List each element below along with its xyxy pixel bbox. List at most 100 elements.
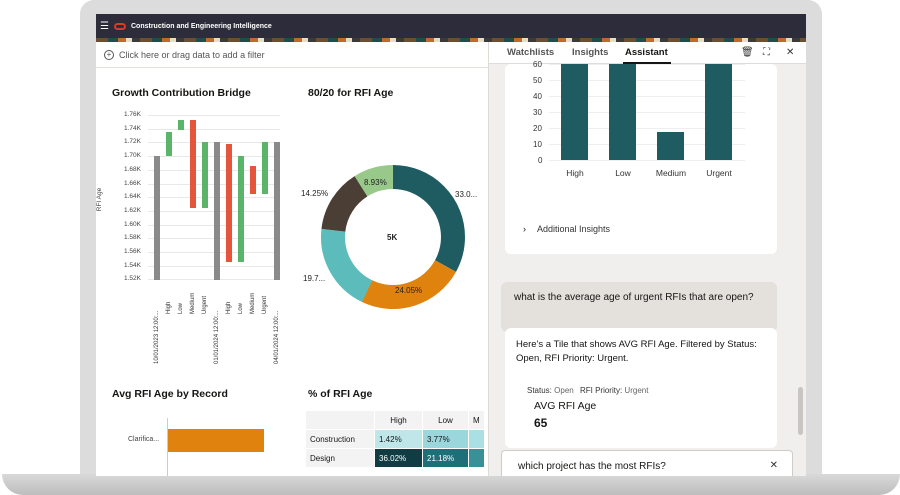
donut-label-5: 8.93% — [364, 178, 387, 187]
tab-assistant[interactable]: Assistant — [625, 47, 668, 58]
table-cell[interactable]: 21.18% — [422, 448, 469, 468]
pct-title: % of RFI Age — [308, 388, 373, 400]
expand-icon[interactable]: ⛶ — [763, 47, 770, 58]
mini-grid-line — [549, 144, 745, 145]
mini-grid-line — [549, 160, 745, 161]
scrollbar[interactable] — [798, 387, 803, 435]
status-filter-value: Open — [554, 386, 574, 395]
growth-y-tick: 1.52K — [124, 275, 141, 283]
mini-x-tick: Urgent — [706, 168, 732, 178]
table-cell[interactable]: 3.77% — [422, 429, 469, 449]
growth-x-tick: Urgent — [202, 295, 208, 314]
assistant-reply-text: Here's a Tile that shows AVG RFI Age. Fi… — [516, 339, 757, 364]
chevron-right-icon[interactable]: › — [523, 224, 526, 234]
additional-insights-link[interactable]: Additional Insights — [537, 224, 611, 234]
growth-x-tick: 10/01/2023 12:00:... — [154, 310, 160, 364]
growth-y-tick: 1.76K — [124, 111, 141, 118]
status-filter-label: Status: — [527, 386, 552, 395]
avg-record-bar[interactable] — [168, 429, 264, 452]
decorative-banner — [96, 38, 806, 42]
table-corner — [305, 410, 375, 430]
table-cell[interactable]: 36.02% — [374, 448, 423, 468]
avg-record-row-label: Clarifica... — [128, 436, 160, 443]
mini-x-tick: Medium — [655, 168, 687, 178]
growth-bar[interactable] — [262, 142, 268, 194]
growth-x-tick: Low — [238, 302, 244, 314]
table-cell[interactable] — [468, 448, 485, 468]
growth-x-tick: High — [166, 301, 172, 314]
growth-x-tick: Medium — [190, 292, 196, 314]
avg-record-axis — [167, 418, 168, 476]
chat-input-text[interactable]: which project has the most RFIs? — [518, 461, 666, 472]
growth-bar[interactable] — [166, 132, 172, 156]
insight-chart-card: 60 50 40 30 20 10 0 High Low Medium Urgent › Addit… — [505, 60, 777, 254]
clear-input-icon[interactable]: ✕ — [769, 460, 778, 471]
user-message: what is the average age of urgent RFIs t… — [501, 282, 777, 332]
growth-bar[interactable] — [226, 144, 232, 262]
growth-y-tick: 1.70K — [124, 152, 141, 160]
tab-watchlists[interactable]: Watchlists — [507, 47, 555, 58]
oracle-logo-icon — [114, 22, 126, 30]
donut-center-label: 5K — [387, 233, 398, 242]
user-message-text: what is the average age of urgent RFIs t… — [514, 292, 754, 303]
growth-bar[interactable] — [178, 120, 184, 130]
donut-slice-5[interactable] — [320, 164, 466, 310]
close-icon[interactable]: ✕ — [786, 47, 795, 58]
table-row-label: Construction — [305, 429, 375, 449]
growth-x-tick: 01/01/2024 12:00:... — [214, 310, 220, 364]
growth-bar[interactable] — [250, 166, 256, 194]
growth-bar[interactable] — [214, 142, 220, 280]
table-header: M — [468, 410, 485, 430]
growth-bar[interactable] — [238, 156, 244, 262]
tab-insights[interactable]: Insights — [572, 47, 609, 58]
add-filter-icon[interactable]: + — [104, 49, 114, 60]
filter-bar[interactable]: + Click here or drag data to add a filte… — [96, 42, 488, 68]
mini-bar[interactable] — [609, 64, 636, 160]
mini-y-tick: 20 — [533, 124, 542, 133]
chat-input[interactable]: which project has the most RFIs? ✕ — [501, 450, 793, 476]
growth-y-tick: 1.66K — [124, 179, 141, 187]
mini-y-tick: 50 — [533, 76, 542, 85]
mini-y-tick: 60 — [533, 60, 542, 69]
growth-bar[interactable] — [274, 142, 280, 280]
tile-filters: Status: Open RFI Priority: Urgent — [527, 386, 648, 395]
trash-icon[interactable]: 🗑 — [741, 47, 754, 58]
growth-y-tick: 1.60K — [124, 220, 141, 228]
avg-record-title: Avg RFI Age by Record — [112, 388, 228, 400]
mini-grid-line — [549, 96, 745, 97]
donut-chart — [320, 164, 466, 310]
growth-y-tick: 1.68K — [124, 165, 141, 173]
assistant-reply-card: Here's a Tile that shows AVG RFI Age. Fi… — [505, 328, 777, 448]
app-title: Construction and Engineering Intelligenc… — [131, 22, 272, 30]
growth-x-tick: Low — [178, 302, 184, 314]
table-cell[interactable]: 1.42% — [374, 429, 423, 449]
mini-bar[interactable] — [561, 64, 588, 160]
mini-bar[interactable] — [705, 64, 732, 160]
growth-x-tick: Medium — [250, 292, 256, 314]
table-cell[interactable] — [468, 429, 485, 449]
mini-y-tick: 10 — [533, 140, 542, 149]
growth-x-tick: High — [226, 301, 232, 314]
growth-bar[interactable] — [190, 120, 196, 208]
donut-label-2: 24.05% — [395, 286, 423, 295]
growth-bar[interactable] — [202, 142, 208, 208]
growth-y-tick: 1.64K — [124, 193, 141, 201]
growth-y-tick: 1.74K — [124, 124, 141, 132]
growth-y-tick: 1.54K — [124, 261, 141, 269]
growth-y-tick: 1.56K — [124, 248, 141, 255]
active-tab-indicator — [623, 62, 671, 64]
growth-bar[interactable] — [154, 156, 160, 280]
mini-y-tick: 0 — [538, 156, 543, 165]
mini-grid-line — [549, 64, 745, 65]
assistant-panel: Watchlists Insights Assistant 🗑 ⛶ ✕ 60 50… — [488, 42, 806, 476]
growth-y-tick: 1.72K — [124, 138, 141, 146]
rfi80-title: 80/20 for RFI Age — [308, 87, 394, 99]
top-bar: ☰ Construction and Engineering Intellige… — [96, 14, 806, 38]
priority-filter-value: Urgent — [624, 386, 649, 395]
mini-grid-line — [549, 112, 745, 113]
filter-placeholder[interactable]: Click here or drag data to add a filter — [119, 49, 265, 60]
hamburger-menu-icon[interactable]: ☰ — [100, 20, 109, 32]
donut-label-1: 33.0... — [455, 190, 478, 199]
mini-bar[interactable] — [657, 132, 684, 160]
pct-table: High Low M Construction 1.42% 3.77% Desi… — [305, 410, 485, 468]
